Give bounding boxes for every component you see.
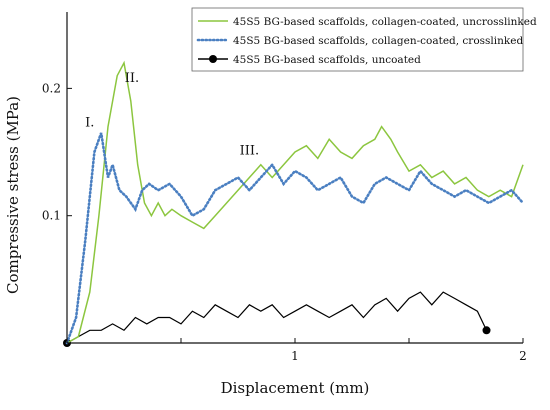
series-line-2 [66,291,488,344]
series-layer [63,60,525,347]
annotations: I. II. III. [85,71,259,159]
y-tick-label: 0.2 [42,81,61,95]
legend-box [191,7,524,72]
series-line-1 [65,132,525,345]
legend-label-0: 45S5 BG-based scaffolds, collagen-coated… [233,16,537,28]
legend-marker [209,55,217,63]
legend: 45S5 BG-based scaffolds, collagen-coated… [191,7,537,72]
tick-labels: 1 2 0.1 0.2 [42,81,527,363]
x-tick-label: 2 [519,349,527,363]
annotation-label: I. [85,116,94,131]
y-tick-label: 0.1 [42,209,61,223]
x-axis-label: Displacement (mm) [221,379,370,397]
legend-label-1: 45S5 BG-based scaffolds, collagen-coated… [233,35,523,47]
annotation-label: II. [125,71,139,86]
x-tick-label: 1 [291,349,299,363]
tick-marks [67,87,524,343]
series-line-0 [66,60,524,344]
annotation-label: III. [240,144,260,159]
series-end-marker [482,326,491,335]
y-axis-label: Compressive stress (MPa) [4,96,22,294]
legend-label-2: 45S5 BG-based scaffolds, uncoated [233,54,421,66]
